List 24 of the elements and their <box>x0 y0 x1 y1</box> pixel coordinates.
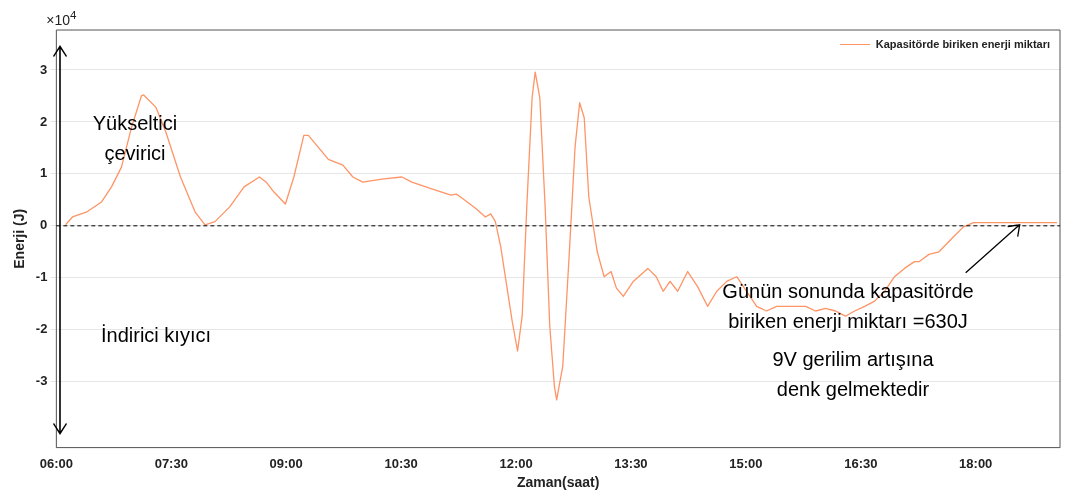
x-tick-label: 13:30 <box>614 455 648 471</box>
x-tick-label: 12:00 <box>499 455 533 471</box>
x-tick-label: 07:30 <box>154 455 188 471</box>
y-tick-label: 3 <box>40 61 48 77</box>
annotation: Günün sonunda kapasitörde biriken enerji miktarı =630J <box>721 279 975 334</box>
x-tick-label: 10:30 <box>384 455 418 471</box>
y-tick-label: 2 <box>40 113 48 129</box>
x-tick-label: 15:00 <box>729 455 763 471</box>
text: ×10$^{4}$ <box>46 8 77 28</box>
y-tick-label: 1 <box>40 165 48 181</box>
y-tick-label: -2 <box>35 321 48 337</box>
x-tick-label: 09:00 <box>269 455 303 471</box>
x-tick-label: 16:30 <box>844 455 878 471</box>
x-axis-title: Zaman(saat) <box>516 474 600 491</box>
y-tick-label: -3 <box>35 373 48 389</box>
legend-label: Kapasitörde biriken enerji miktarı <box>874 38 1050 50</box>
annotation: İndirici kıyıcı <box>100 323 212 348</box>
y-tick-label: -1 <box>35 269 48 285</box>
y-tick-label: 0 <box>40 217 48 233</box>
y-axis-title: Enerji (J) <box>11 208 28 269</box>
annotation: 9V gerilim artışına denk gelmektedir <box>771 347 935 402</box>
annotation: Yükseltici çevirici <box>91 111 179 166</box>
x-tick-label: 18:00 <box>959 455 993 471</box>
x-tick-label: 06:00 <box>39 455 73 471</box>
